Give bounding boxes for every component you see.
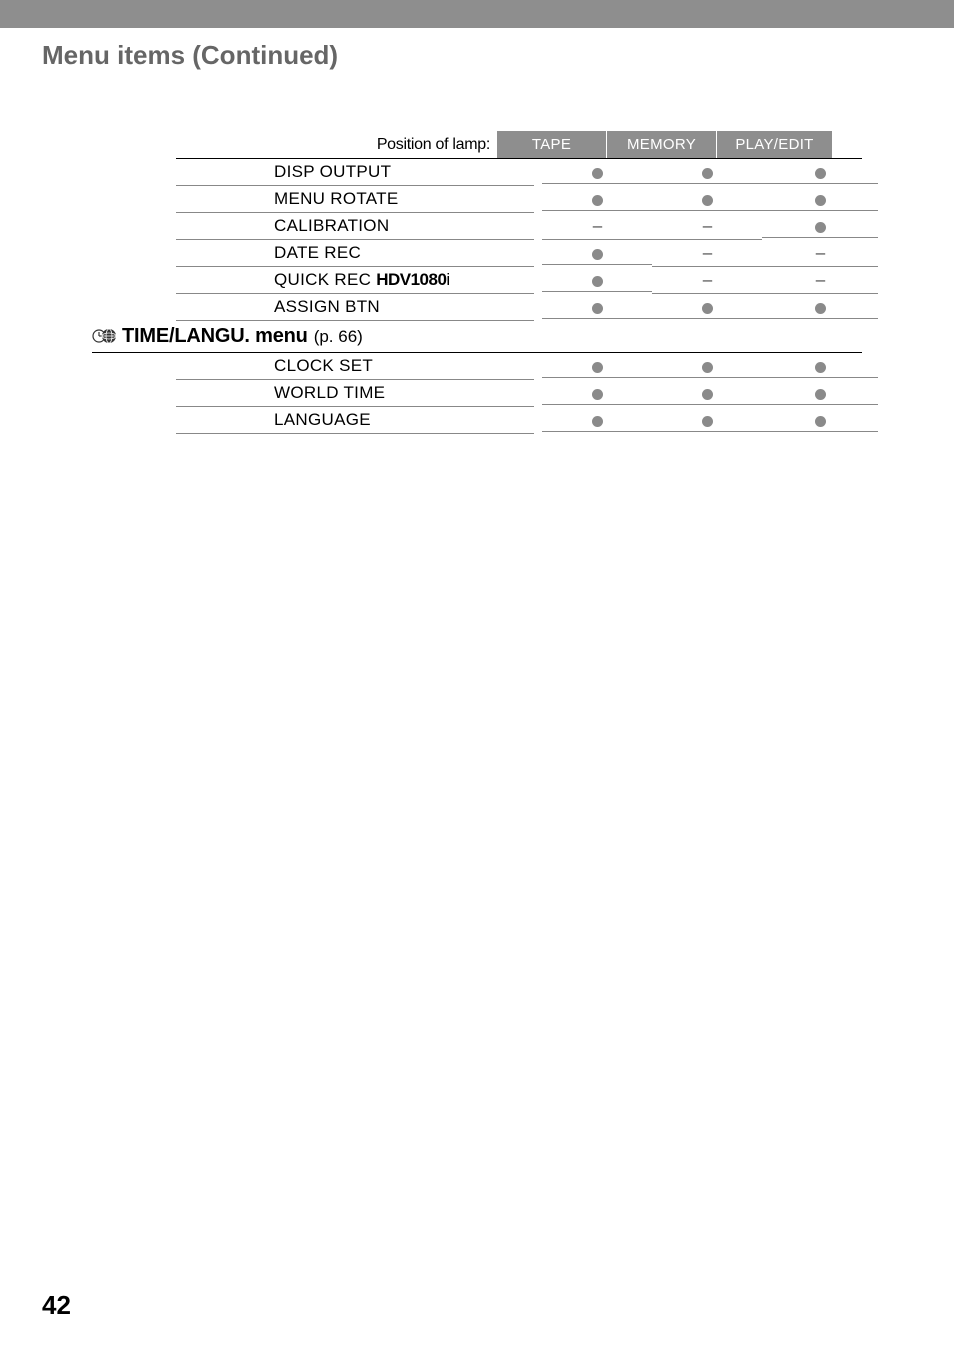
menu-item-name: DATE REC <box>176 240 534 267</box>
table-row: CLOCK SET <box>176 353 862 380</box>
menu-item-name: LANGUAGE <box>176 407 534 434</box>
menu-item-name: CALIBRATION <box>176 213 534 240</box>
table-row: CALIBRATION–– <box>176 213 862 240</box>
menu-item-name: ASSIGN BTN <box>176 294 534 321</box>
clock-globe-icon <box>92 328 122 346</box>
menu-item-name: DISP OUTPUT <box>176 159 534 186</box>
menu-item-name: WORLD TIME <box>176 380 534 407</box>
table-row: LANGUAGE <box>176 407 862 434</box>
page-number: 42 <box>42 1290 71 1321</box>
section-title: TIME/LANGU. menu <box>122 325 308 348</box>
content-area: Position of lamp: TAPE MEMORY PLAY/EDIT … <box>0 71 954 434</box>
table-row: ASSIGN BTN <box>176 294 862 321</box>
menu-item-name: MENU ROTATE <box>176 186 534 213</box>
menu-item-name: CLOCK SET <box>176 353 534 380</box>
menu-table: Position of lamp: TAPE MEMORY PLAY/EDIT … <box>176 131 862 434</box>
page-title: Menu items (Continued) <box>0 28 954 71</box>
menu-item-name: QUICK REC HDV1080i <box>176 267 534 294</box>
table-row: DATE REC–– <box>176 240 862 267</box>
table-row: WORLD TIME <box>176 380 862 407</box>
table-row: MENU ROTATE <box>176 186 862 213</box>
section-header-time-langu: TIME/LANGU. menu (p. 66) <box>92 321 862 353</box>
column-header-memory: MEMORY <box>606 131 716 158</box>
header-bar <box>0 0 954 28</box>
column-header-playedit: PLAY/EDIT <box>716 131 832 158</box>
position-of-lamp-label: Position of lamp: <box>176 132 496 158</box>
table-row: QUICK REC HDV1080i–– <box>176 267 862 294</box>
column-header-tape: TAPE <box>496 131 606 158</box>
section-page-ref: (p. 66) <box>314 327 363 347</box>
table-header-row: Position of lamp: TAPE MEMORY PLAY/EDIT <box>176 131 862 159</box>
table-row: DISP OUTPUT <box>176 159 862 186</box>
